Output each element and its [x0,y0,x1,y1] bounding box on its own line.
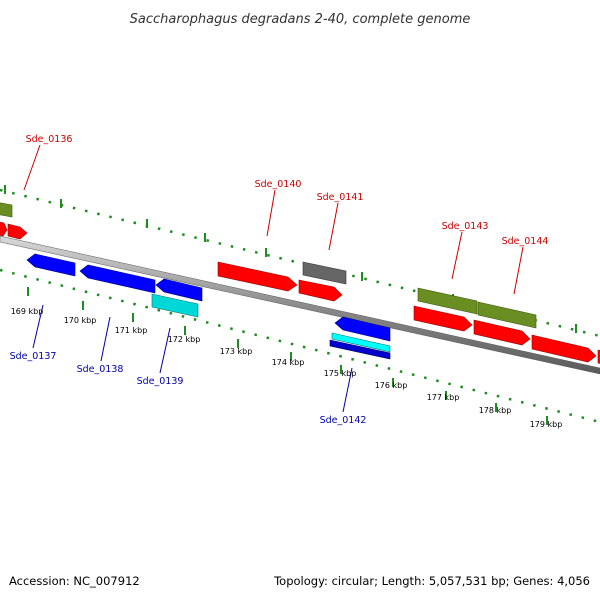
forward-features [0,201,600,364]
tick-label-173: 173 kbp [220,347,253,356]
feature-rna-sde0142[interactable] [331,332,391,353]
leader-line [23,144,41,191]
gene-label-sde0144[interactable]: Sde_0144 [502,236,549,247]
gene-label-sde0143[interactable]: Sde_0143 [442,221,489,232]
feature-other-sde0143[interactable] [417,287,478,315]
tick-label-171: 171 kbp [115,326,148,335]
leader-line [159,327,171,374]
feature-cds-forward[interactable] [7,223,28,240]
genome-backbone [0,235,600,375]
gene-label-sde0136[interactable]: Sde_0136 [26,134,73,145]
feature-cds-reverse[interactable] [329,339,391,360]
lower-major-ticks [27,287,548,425]
gene-label-sde0140[interactable]: Sde_0140 [255,179,302,190]
leader-line [342,367,353,413]
gene-label-sde0141[interactable]: Sde_0141 [317,192,364,203]
feature-cds-forward[interactable] [473,319,531,346]
feature-other-sde0141[interactable] [302,261,347,285]
feature-cds-forward[interactable] [0,220,8,237]
tick-label-179: 179 kbp [530,420,563,429]
kbp-tick-labels: 169 kbp 170 kbp 171 kbp 172 kbp 173 kbp … [11,307,563,429]
feature-cds-reverse[interactable] [26,253,76,277]
leader-line [328,202,339,251]
leader-line [451,231,463,280]
feature-other-olive[interactable] [0,201,13,218]
reverse-gene-labels: Sde_0137 Sde_0138 Sde_0139 Sde_0142 [10,304,367,426]
feature-cds-sde0140[interactable] [217,261,298,292]
leader-line [100,316,111,362]
tick-label-175: 175 kbp [324,369,357,378]
tick-label-178: 178 kbp [479,406,512,415]
feature-other-sde0144[interactable] [477,301,537,329]
footer-genome-info: Topology: circular; Length: 5,057,531 bp… [273,574,590,588]
tick-label-174: 174 kbp [272,358,305,367]
feature-cds-reverse[interactable] [334,316,391,342]
upper-major-ticks [4,185,577,333]
gene-label-sde0139[interactable]: Sde_0139 [137,376,184,387]
tick-label-172: 172 kbp [168,335,201,344]
tick-label-170: 170 kbp [64,316,97,325]
gene-label-sde0138[interactable]: Sde_0138 [77,364,124,375]
map-title: Saccharophagus degradans 2-40, complete … [130,12,471,27]
feature-cds-forward[interactable] [413,305,473,332]
leader-line [266,189,276,237]
feature-cds-sde0138[interactable] [79,264,156,294]
feature-cds-reverse[interactable] [155,278,203,302]
reverse-features [26,253,391,360]
feature-cds-forward[interactable] [531,334,597,363]
gene-label-sde0137[interactable]: Sde_0137 [10,351,57,362]
tick-label-177: 177 kbp [427,393,460,402]
leader-line [32,304,44,349]
footer-accession: Accession: NC_007912 [9,574,140,588]
leader-line [513,246,524,295]
feature-rna-sde0139[interactable] [151,293,199,318]
forward-gene-labels: Sde_0136 Sde_0140 Sde_0141 Sde_0143 Sde_… [23,134,549,295]
feature-cds-forward[interactable] [298,279,343,302]
tick-label-176: 176 kbp [375,381,408,390]
gene-label-sde0142[interactable]: Sde_0142 [320,415,367,426]
tick-label-169: 169 kbp [11,307,44,316]
